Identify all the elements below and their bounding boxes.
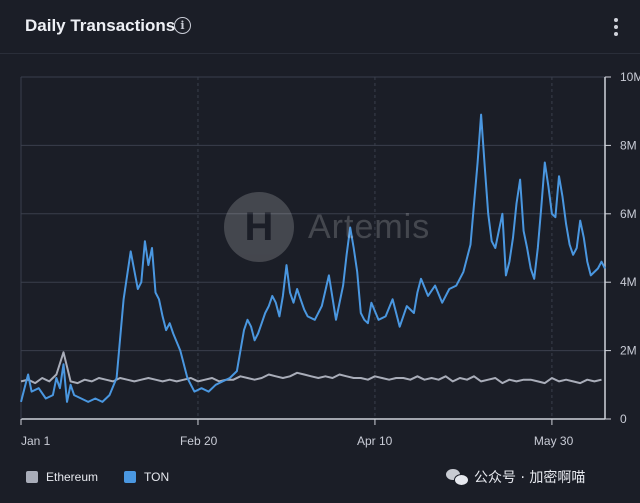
info-icon[interactable]: i — [174, 17, 191, 34]
y-tick-label: 6M — [620, 207, 637, 221]
x-tick-label: Jan 1 — [21, 434, 51, 448]
y-tick-label: 2M — [620, 344, 637, 358]
legend-item-ethereum[interactable]: Ethereum — [26, 470, 98, 484]
kebab-menu-icon[interactable] — [607, 16, 625, 38]
wechat-source-text: 公众号 · 加密啊喵 — [474, 470, 586, 486]
y-tick-label: 4M — [620, 275, 637, 289]
chart-legend: Ethereum TON — [26, 470, 169, 484]
legend-label-ton: TON — [144, 470, 170, 484]
x-tick-label: May 30 — [534, 434, 574, 448]
legend-label-ethereum: Ethereum — [46, 470, 99, 484]
wechat-source-watermark: 公众号 · 加密啊喵 — [446, 467, 585, 487]
x-tick-label: Apr 10 — [357, 434, 393, 448]
series-line-ton — [20, 113, 606, 403]
daily-transactions-chart: 0 2M 4M 6M 8M 10M Jan 1 Feb 20 Apr 10 May 30 — [20, 70, 640, 448]
wechat-icon — [446, 468, 469, 486]
legend-swatch-ethereum — [26, 471, 38, 483]
card-header: Daily Transactions i — [0, 0, 640, 54]
legend-item-ton[interactable]: TON — [124, 470, 169, 484]
y-tick-label: 8M — [620, 138, 637, 152]
series-line-ethereum — [20, 351, 602, 385]
chart-title: Daily Transactions — [25, 16, 176, 35]
y-tick-label: 0 — [620, 412, 627, 426]
y-tick-label: 10M — [620, 70, 640, 84]
legend-swatch-ton — [124, 471, 137, 483]
x-tick-label: Feb 20 — [180, 434, 218, 448]
